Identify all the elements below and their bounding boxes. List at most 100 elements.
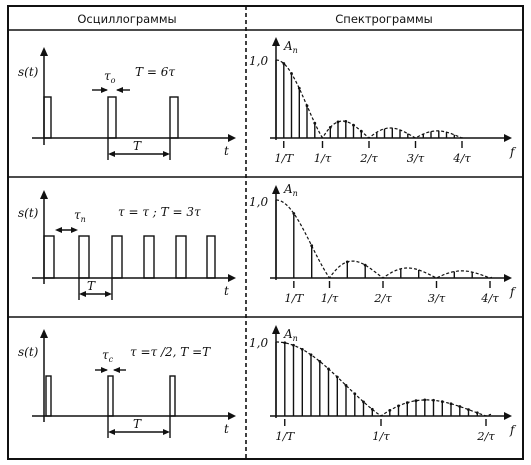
row3-tau-arrowhead-icon	[113, 367, 120, 373]
row2-spec-amp-arrow-icon	[272, 185, 280, 194]
row3-spectral-peak	[423, 398, 427, 402]
row3-spectral-peak	[353, 392, 357, 396]
row2-relation: τ = τ ; T = 3τ	[118, 205, 201, 219]
row1-freq-tick-label: 4/τ	[452, 151, 471, 165]
row3-spectral-peak	[397, 404, 400, 408]
row1-spectral-peak	[336, 120, 340, 124]
row3-amp-arrow-icon	[40, 329, 48, 338]
row3-tau-label: τc	[102, 348, 114, 364]
row1-spectral-peak	[282, 62, 286, 65]
row1-freq-arrow-icon	[504, 134, 512, 142]
row3-spectral-peak	[327, 367, 330, 371]
row1-signal-label: s(t)	[18, 65, 39, 79]
row2-spectrum-envelope	[276, 199, 493, 279]
row1-spectrogram: 1,0 An f 1/T 1/τ 2/τ 3/τ 4/τ	[249, 37, 517, 165]
row3-time-label: t	[224, 422, 229, 436]
row3-pulse	[169, 375, 176, 417]
row1-freq-label: f	[509, 145, 517, 159]
row1-spectral-peak	[344, 120, 348, 123]
row3-period-arrowhead-icon	[108, 429, 115, 435]
row3-spectral-peak	[344, 384, 348, 387]
row3-period-arrowhead-icon	[163, 429, 170, 435]
row1-freq-tick-label: 1/τ	[314, 151, 332, 165]
row1-freq-tick-label: 2/τ	[359, 151, 378, 165]
row3-spectral-peak	[458, 405, 462, 408]
row3-freq-tick-label: 1/τ	[372, 429, 390, 443]
row2-freq-tick-label: 1/T	[284, 291, 304, 305]
row2-time-label: t	[224, 284, 229, 298]
row1-tau-arrowhead-icon	[116, 87, 123, 93]
row3-one-label: 1,0	[249, 336, 268, 350]
row1-spectral-peak	[305, 104, 309, 108]
row1-oscillogram: s(t) τo T = 6τ T t	[18, 47, 236, 160]
row3-signal-label: s(t)	[18, 345, 39, 359]
row3-freq-label: f	[509, 423, 517, 437]
row3-amp-label: An	[283, 327, 298, 343]
row2-freq-tick-label: 1/τ	[321, 291, 339, 305]
row3-spectrogram: 1,0 An f 1/T 1/τ 2/τ	[249, 325, 517, 443]
row1-amp-arrow-icon	[40, 47, 48, 56]
row1-spectral-peak	[328, 126, 332, 129]
row3-pulse	[107, 375, 114, 417]
row2-freq-tick-label: 4/τ	[480, 291, 499, 305]
header-spectrograms: Спектрограммы	[335, 12, 432, 26]
row1-one-label: 1,0	[249, 54, 268, 68]
row2-time-arrow-icon	[228, 274, 236, 282]
row3-spectral-peak	[335, 375, 339, 379]
row1-period-arrowhead-icon	[108, 151, 115, 157]
row1-period-label: T	[133, 139, 142, 153]
row3-spectral-peak	[467, 408, 470, 411]
row2-oscillogram: s(t) τn τ = τ ; T = 3τ T t	[18, 190, 236, 300]
row1-amp-label: An	[283, 39, 298, 55]
row1-pulse	[43, 96, 52, 139]
header-oscillograms: Осциллограммы	[77, 12, 176, 26]
row2-pulse	[78, 235, 90, 279]
row2-spectral-peak	[292, 212, 296, 215]
row3-spectral-peak	[414, 399, 418, 403]
row2-one-label: 1,0	[249, 195, 268, 209]
row3-spectral-peak	[440, 400, 444, 403]
row3-spectral-peak	[318, 360, 322, 363]
row2-period-arrowhead-icon	[105, 291, 112, 297]
row1-time-arrow-icon	[228, 134, 236, 142]
row2-spectrogram: 1,0 An f 1/T 1/τ 2/τ 3/τ 4/τ	[249, 182, 517, 305]
row1-spec-amp-arrow-icon	[272, 37, 280, 46]
row2-freq-arrow-icon	[504, 274, 512, 282]
row2-pulse	[43, 235, 55, 279]
row1-pulse	[107, 96, 117, 139]
row2-tau-label: τn	[74, 208, 86, 224]
row2-amp-label: An	[283, 182, 298, 198]
row1-time-label: t	[224, 144, 229, 158]
row2-spectral-peak	[345, 260, 349, 264]
row3-pulse	[45, 375, 52, 417]
row2-pulse	[143, 235, 155, 279]
row2-pulse	[175, 235, 187, 279]
row3-relation: τ =τ /2, T =T	[130, 345, 211, 359]
row2-spectral-peak	[363, 263, 367, 267]
row2-pulse	[206, 235, 216, 279]
row1-spectral-peak	[297, 86, 301, 90]
row2-spectral-peak	[310, 244, 314, 248]
row1-freq-tick-label: 1/T	[274, 151, 294, 165]
row3-spectral-peak	[449, 402, 453, 406]
row3-spectral-peak	[292, 343, 295, 347]
row3-spectral-peak	[405, 401, 409, 405]
row2-period-arrowhead-icon	[79, 291, 86, 297]
row3-spectral-peak	[309, 353, 313, 357]
row2-freq-tick-label: 3/τ	[428, 291, 446, 305]
row3-freq-tick-label: 2/τ	[476, 429, 495, 443]
row1-period-arrowhead-icon	[163, 151, 170, 157]
row3-freq-tick-label: 1/T	[275, 429, 295, 443]
row2-pulse	[111, 235, 123, 279]
row3-spectral-peak	[362, 400, 365, 404]
row3-spectrum-envelope	[276, 341, 492, 417]
row2-amp-arrow-icon	[40, 190, 48, 199]
row2-signal-label: s(t)	[18, 206, 39, 220]
row2-tau-arrowhead-icon	[71, 227, 78, 233]
row3-time-arrow-icon	[228, 412, 236, 420]
row3-tau-arrowhead-icon	[101, 367, 108, 373]
row1-tau-arrowhead-icon	[101, 87, 108, 93]
row3-oscillogram: s(t) τc τ =τ /2, T =T T t	[18, 329, 236, 438]
